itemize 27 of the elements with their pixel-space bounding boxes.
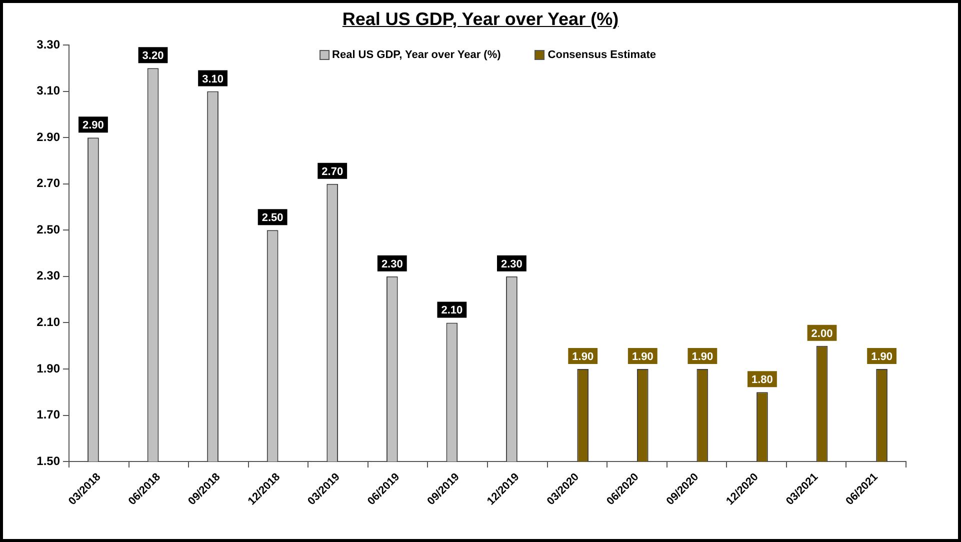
data-label: 2.00 — [811, 328, 833, 340]
data-label: 3.10 — [202, 73, 224, 86]
y-tick-label: 2.70 — [36, 176, 60, 190]
data-label: 2.10 — [441, 304, 463, 317]
y-tick-label: 1.90 — [36, 361, 60, 376]
data-label: 1.90 — [572, 351, 594, 364]
y-tick-label: 1.70 — [36, 408, 60, 422]
data-label: 2.30 — [501, 258, 522, 270]
y-tick-label: 1.50 — [36, 454, 60, 468]
y-tick-label: 2.90 — [36, 130, 60, 144]
y-tick-label: 2.10 — [36, 315, 60, 330]
y-tick-label: 2.50 — [36, 222, 60, 236]
y-tick-label: 3.10 — [36, 84, 60, 98]
legend-label: Consensus Estimate — [548, 49, 656, 61]
data-label: 1.90 — [871, 351, 892, 364]
chart-title: Real US GDP, Year over Year (%) — [341, 9, 620, 30]
data-label: 1.80 — [752, 374, 773, 386]
y-tick-label: 3.30 — [36, 37, 60, 52]
data-label: 2.30 — [381, 258, 403, 270]
legend-label: Real US GDP, Year over Year (%) — [332, 49, 501, 61]
data-label: 3.20 — [142, 50, 164, 62]
data-label: 2.70 — [322, 166, 344, 178]
data-label: 2.50 — [262, 212, 284, 224]
data-label: 1.90 — [632, 351, 654, 364]
y-tick-label: 2.30 — [36, 268, 60, 283]
data-label: 2.90 — [82, 120, 104, 132]
data-label: 1.90 — [692, 351, 714, 364]
